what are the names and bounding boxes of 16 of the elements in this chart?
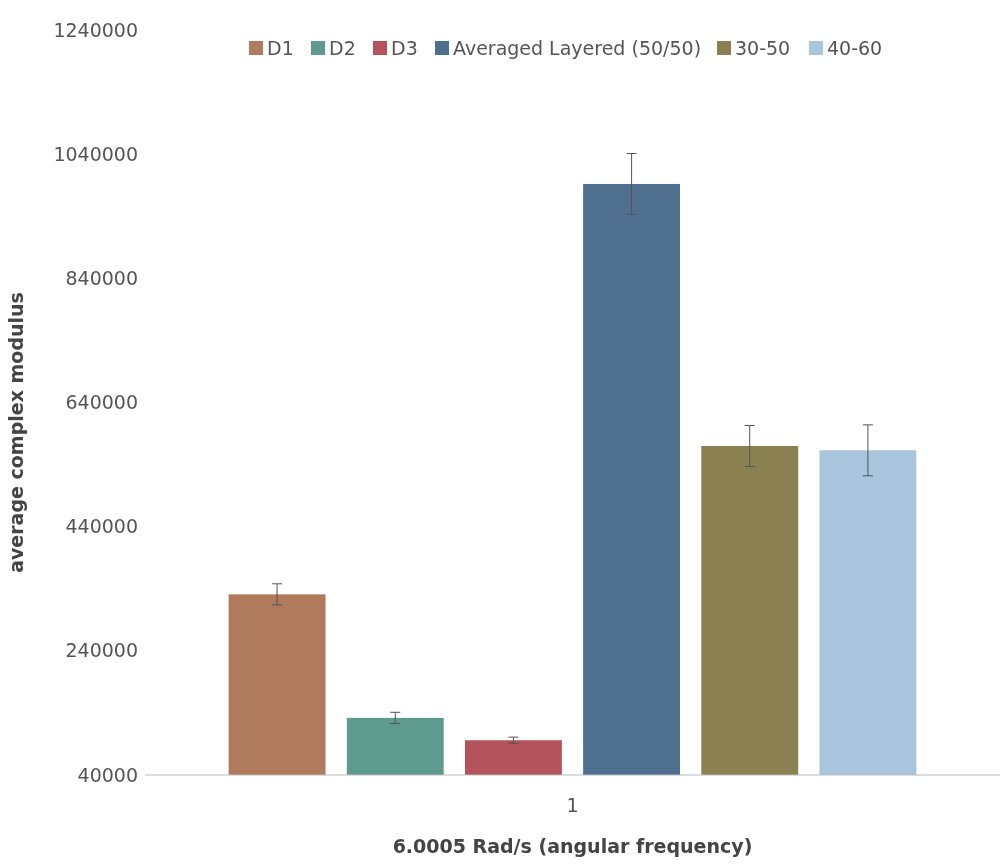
x-tick-label: 1 [566,794,579,816]
legend-label: D3 [391,36,418,59]
legend-label: Averaged Layered (50/50) [453,36,702,59]
y-tick-label: 840000 [65,266,138,289]
y-tick-label: 640000 [65,391,138,414]
legend-label: 30-50 [735,36,791,59]
y-tick-label: 40000 [77,763,138,786]
legend-label: 40-60 [827,36,883,59]
y-tick-label: 440000 [65,515,138,538]
y-tick-label: 1040000 [53,142,138,165]
legend-label: D2 [329,36,356,59]
legend-label: D1 [267,36,294,59]
y-axis-title: average complex modulus [5,292,27,573]
x-axis-title: 6.0005 Rad/s (angular frequency) [392,835,753,857]
y-tick-label: 240000 [65,639,138,662]
y-tick-label: 1240000 [53,18,138,41]
